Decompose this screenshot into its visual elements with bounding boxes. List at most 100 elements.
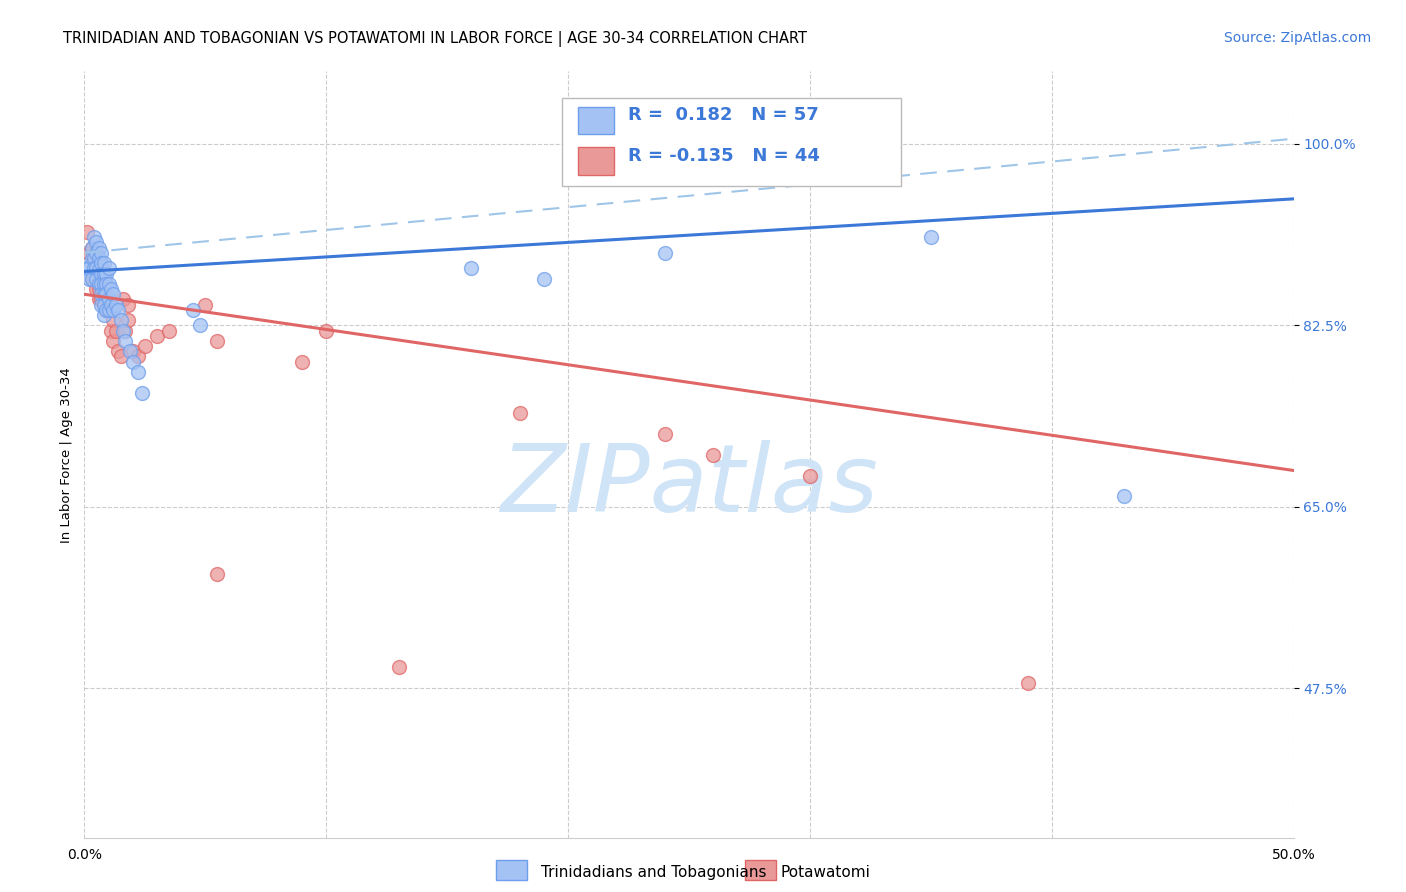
Point (107, 344, 129, 359)
Point (94, 302, 117, 317)
Point (110, 350, 132, 364)
Point (76, 225, 98, 239)
Point (94, 277, 117, 291)
Text: Potawatomi: Potawatomi (780, 865, 870, 880)
Point (86, 282, 108, 296)
Point (157, 324, 180, 338)
Point (90, 256, 112, 270)
FancyBboxPatch shape (562, 98, 901, 186)
Text: ZIPatlas: ZIPatlas (501, 440, 877, 531)
Point (90, 293, 112, 307)
Point (93, 267, 115, 281)
Point (97, 293, 120, 307)
Point (76, 261, 98, 276)
Point (117, 297, 139, 311)
Point (127, 350, 149, 364)
Point (83, 251, 105, 265)
Point (799, 468, 821, 483)
Point (77, 271, 100, 285)
Text: Trinidadians and Tobagonians: Trinidadians and Tobagonians (541, 865, 766, 880)
Point (104, 297, 127, 311)
Point (86, 271, 108, 285)
Point (86, 261, 108, 276)
Point (87, 277, 110, 291)
Point (120, 344, 142, 359)
Point (121, 354, 143, 368)
Point (100, 282, 122, 296)
Point (86, 261, 108, 276)
Point (77, 261, 100, 276)
Point (654, 245, 676, 260)
Point (93, 297, 115, 311)
Point (100, 324, 122, 338)
Point (83, 230, 105, 244)
Text: R =  0.182   N = 57: R = 0.182 N = 57 (628, 106, 820, 124)
Point (94, 267, 117, 281)
Point (80, 271, 103, 285)
Y-axis label: In Labor Force | Age 30-34: In Labor Force | Age 30-34 (60, 367, 73, 543)
Point (1017, 676, 1039, 690)
Point (93, 297, 115, 311)
Point (83, 271, 105, 285)
Bar (496, 860, 527, 880)
Point (533, 271, 555, 285)
Point (80, 241, 103, 255)
Point (93, 308, 115, 322)
Point (97, 261, 120, 276)
Point (93, 271, 115, 285)
Point (97, 302, 120, 317)
Point (112, 293, 135, 307)
Point (190, 318, 212, 333)
Point (90, 277, 112, 291)
Point (93, 287, 115, 301)
Point (104, 324, 127, 338)
Point (114, 324, 136, 338)
Point (90, 277, 112, 291)
Point (131, 385, 153, 400)
Point (86, 235, 108, 250)
Point (388, 660, 411, 674)
Point (86, 245, 108, 260)
Point (87, 241, 110, 255)
Point (194, 297, 217, 311)
Point (94, 287, 117, 301)
Point (146, 328, 169, 343)
Point (207, 567, 229, 582)
Point (90, 297, 112, 311)
Point (87, 293, 110, 307)
FancyBboxPatch shape (578, 147, 614, 175)
Point (112, 324, 135, 338)
Point (94, 293, 117, 307)
Point (80, 251, 103, 265)
Point (87, 282, 110, 296)
Point (87, 251, 110, 265)
Point (87, 263, 110, 277)
Point (90, 245, 112, 260)
Point (654, 427, 676, 442)
Point (100, 297, 122, 311)
Point (97, 277, 120, 291)
Point (80, 271, 103, 285)
Text: Source: ZipAtlas.com: Source: ZipAtlas.com (1223, 31, 1371, 45)
Point (291, 354, 314, 368)
Point (702, 448, 724, 462)
FancyBboxPatch shape (578, 107, 614, 135)
Point (103, 313, 125, 327)
Point (90, 287, 112, 301)
Point (77, 245, 100, 260)
Point (93, 277, 115, 291)
Point (1114, 489, 1136, 503)
Point (920, 230, 942, 244)
Point (107, 302, 129, 317)
Point (83, 251, 105, 265)
Point (80, 241, 103, 255)
Point (117, 313, 139, 327)
Point (97, 302, 120, 317)
Text: R = -0.135   N = 44: R = -0.135 N = 44 (628, 147, 820, 165)
Point (509, 407, 531, 421)
Point (134, 339, 156, 353)
Text: TRINIDADIAN AND TOBAGONIAN VS POTAWATOMI IN LABOR FORCE | AGE 30-34 CORRELATION : TRINIDADIAN AND TOBAGONIAN VS POTAWATOMI… (63, 31, 807, 47)
Point (207, 334, 229, 348)
Point (114, 334, 136, 348)
Point (103, 334, 125, 348)
